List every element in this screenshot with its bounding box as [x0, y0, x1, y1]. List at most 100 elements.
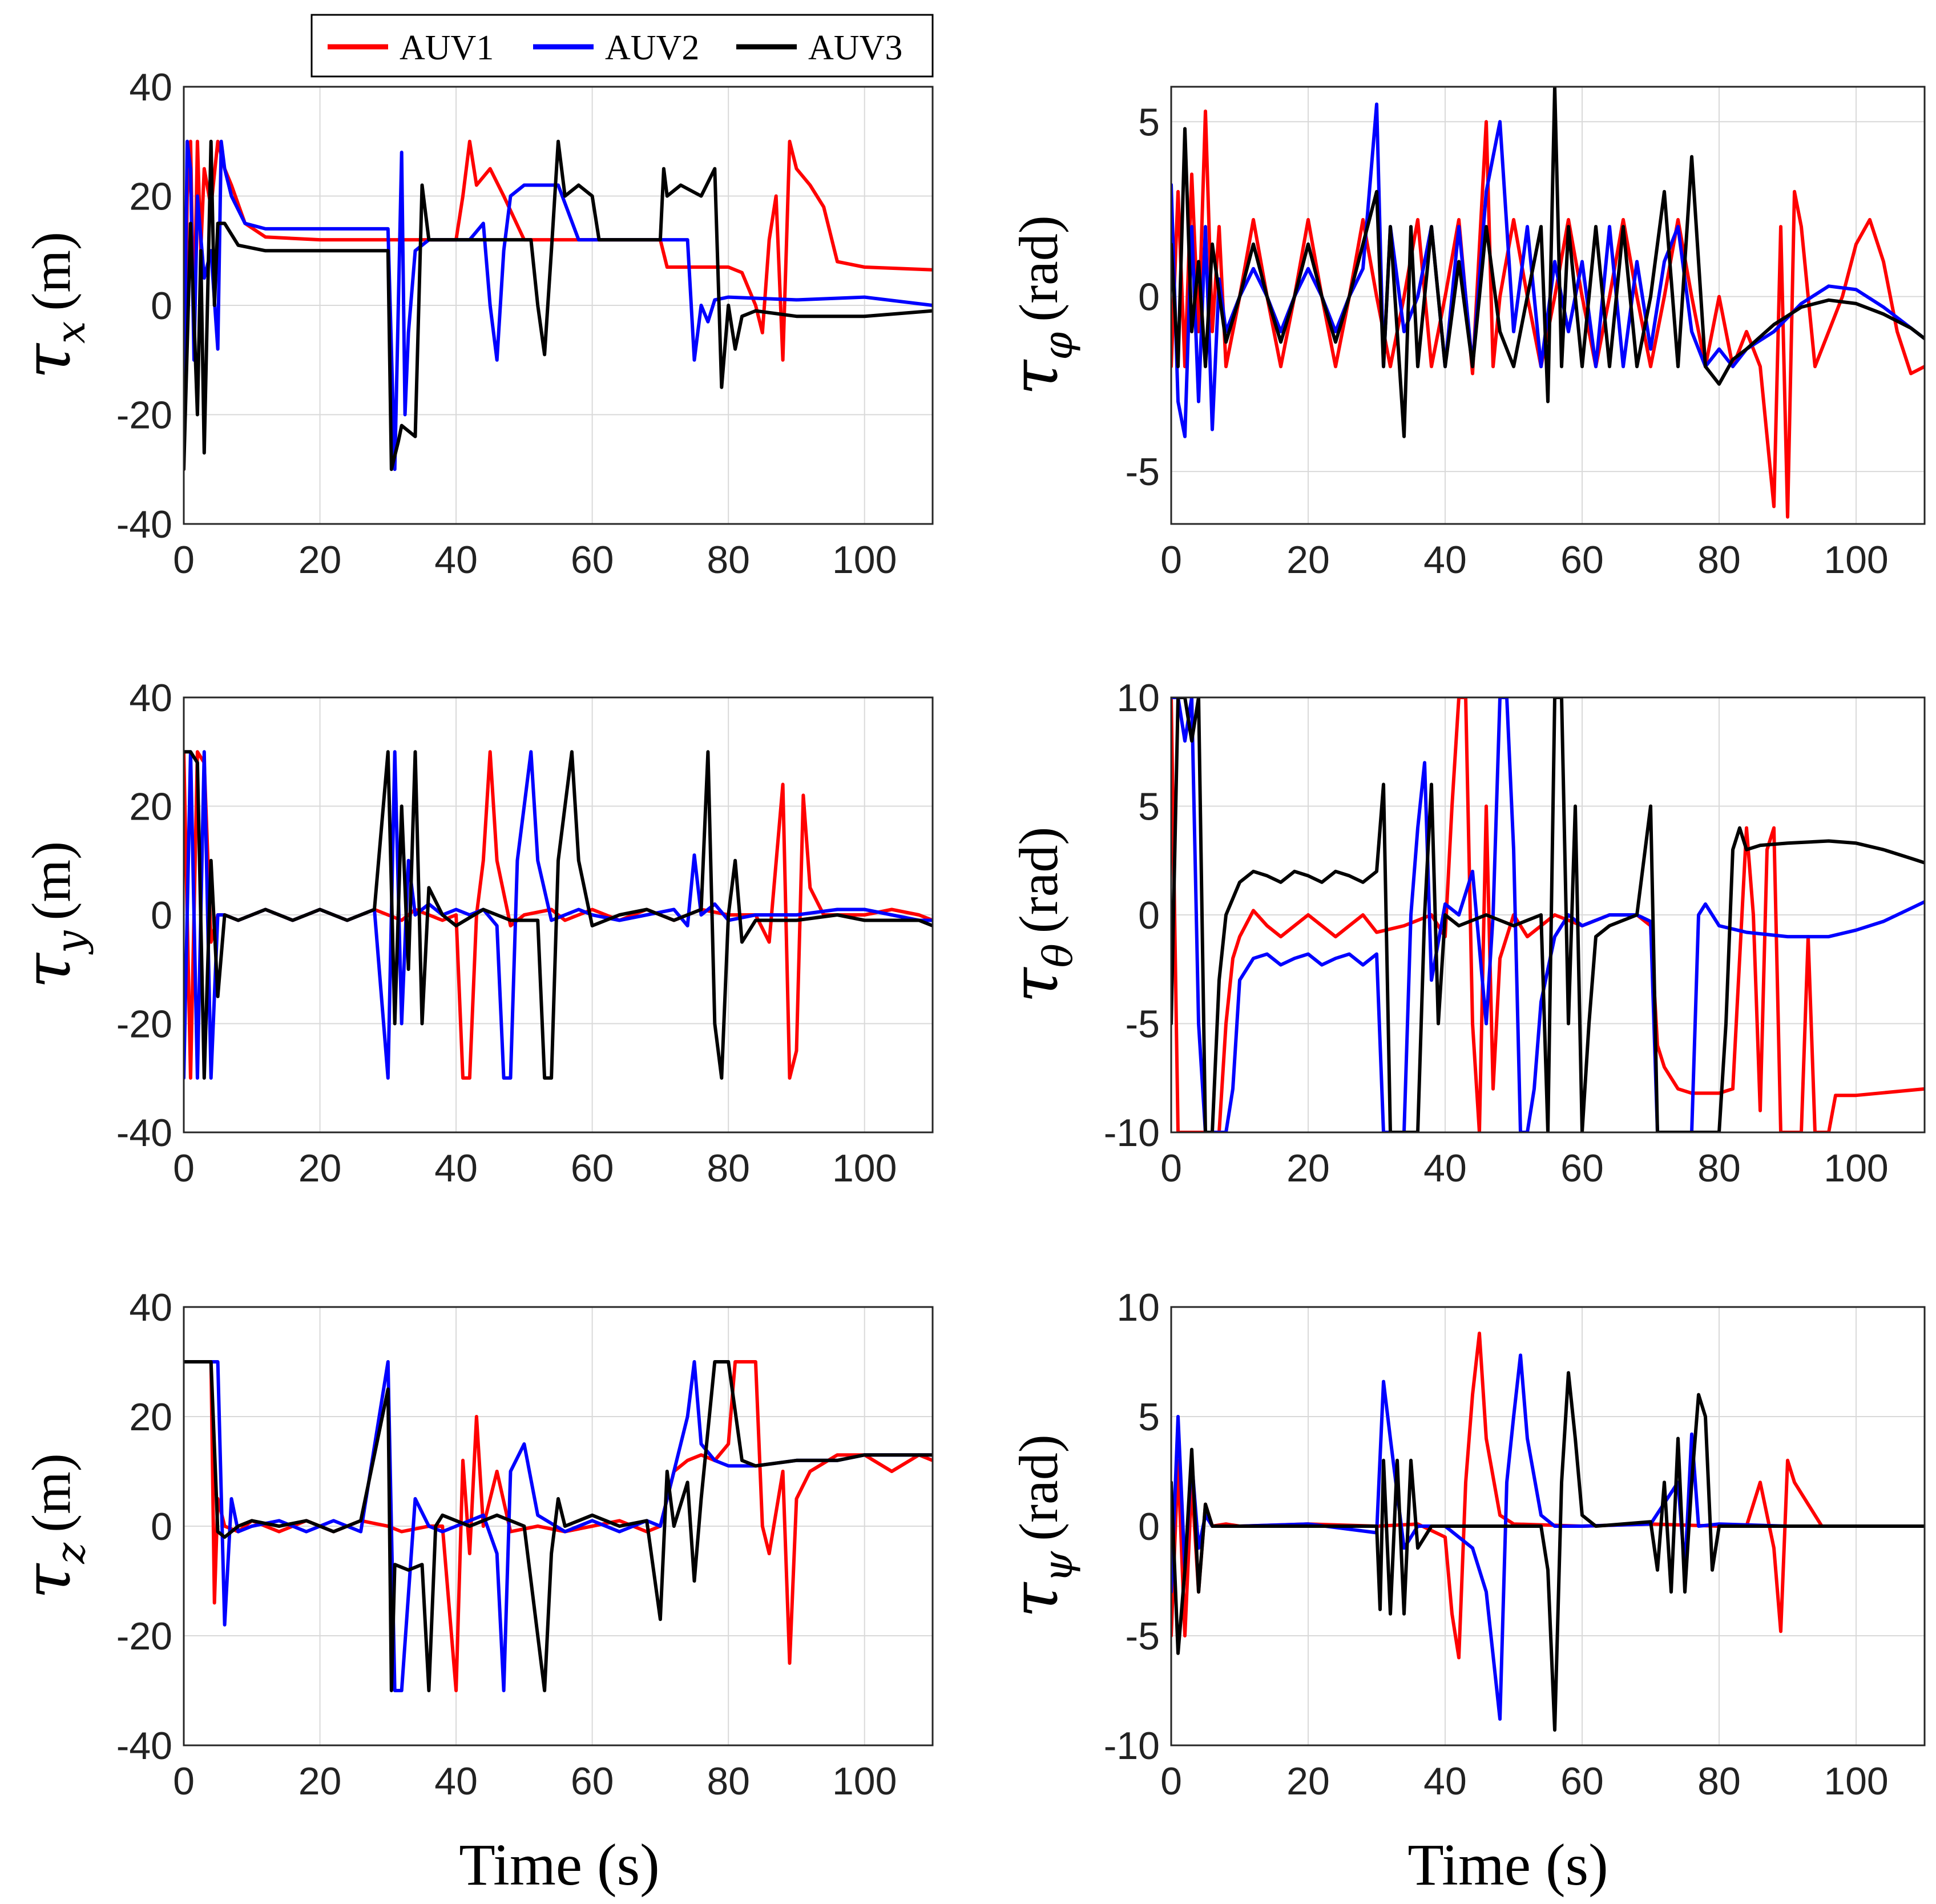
- ylabel-symbol: τ: [11, 1563, 85, 1599]
- x-tick-label: 40: [434, 1147, 478, 1190]
- series-group: [184, 750, 933, 1080]
- x-tick-label: 60: [1560, 538, 1604, 582]
- y-tick-label: 5: [1138, 100, 1160, 144]
- plot-frame: [1170, 86, 1926, 525]
- ylabel-subscript: y: [47, 930, 94, 955]
- ylabel-symbol: τ: [998, 966, 1072, 1003]
- y-tick-label: -20: [116, 1003, 172, 1046]
- y-tick-label: -10: [1104, 1724, 1160, 1768]
- y-tick-label: -10: [1104, 1111, 1160, 1155]
- x-tick-label: 100: [832, 538, 897, 582]
- y-tick-label: 40: [129, 1286, 172, 1329]
- x-tick-label: 100: [832, 1147, 897, 1190]
- series-line-auv3: [184, 750, 933, 1080]
- x-tick-label: 80: [707, 1147, 750, 1190]
- legend-label-auv2: AUV2: [605, 29, 699, 67]
- y-tick-label: -5: [1126, 1003, 1160, 1046]
- y-tick-label: -5: [1126, 1615, 1160, 1658]
- x-tick-label: 20: [1286, 538, 1330, 582]
- x-tick-label: 60: [571, 1760, 614, 1803]
- series-line-auv3: [1171, 1371, 1925, 1732]
- panel-tau-x: 0 20 40 60 80 100 -40 -20 0 20 40 τx (m): [11, 66, 934, 582]
- ylabel-subscript: z: [47, 1542, 94, 1564]
- x-tick-label: 60: [571, 1147, 614, 1190]
- ylabel-unit: (m): [21, 232, 82, 311]
- x-tick-label: 80: [1697, 538, 1741, 582]
- series-line-auv3: [1171, 87, 1925, 438]
- ylabel: τx (m): [11, 232, 94, 379]
- y-tick-label: 20: [129, 1395, 172, 1439]
- x-tick-label: 0: [1160, 538, 1182, 582]
- x-tick-label: 40: [1423, 1147, 1467, 1190]
- y-tick-label: -20: [116, 1615, 172, 1658]
- x-tick-label: 40: [1423, 538, 1467, 582]
- series-group: [184, 139, 933, 471]
- y-tick-label: 0: [151, 894, 172, 937]
- x-tick-label: 60: [1560, 1760, 1604, 1803]
- legend: AUV1 AUV2 AUV3: [310, 14, 934, 78]
- series-group: [1171, 697, 1925, 1132]
- xlabel-right: Time (s): [1407, 1832, 1608, 1898]
- y-tick-label: 40: [129, 676, 172, 720]
- x-tick-label: 20: [299, 1760, 342, 1803]
- ylabel-subscript: ψ: [1035, 1551, 1082, 1583]
- plot-frame: [1170, 696, 1926, 1133]
- y-tick-label: -40: [116, 1724, 172, 1768]
- x-tick-label: 100: [1824, 538, 1888, 582]
- ylabel-subscript: φ: [1035, 332, 1082, 360]
- x-tick-label: 20: [299, 538, 342, 582]
- ylabel-symbol: τ: [998, 1582, 1072, 1618]
- y-tick-label: -5: [1126, 450, 1160, 494]
- series-line-auv3: [1171, 697, 1925, 1132]
- plot-frame: [183, 1306, 934, 1746]
- series-line-auv2: [184, 1360, 933, 1692]
- series-line-auv3: [184, 139, 933, 471]
- ylabel-subscript: θ: [1035, 943, 1082, 967]
- series-group: [1171, 1332, 1925, 1732]
- x-tick-label: 100: [832, 1760, 897, 1803]
- series-group: [184, 1360, 933, 1692]
- ylabel-unit: (rad): [1008, 215, 1069, 322]
- x-tick-label: 60: [571, 538, 614, 582]
- x-tick-label: 40: [434, 1760, 478, 1803]
- x-tick-label: 0: [1160, 1147, 1182, 1190]
- y-tick-label: 0: [1138, 1505, 1160, 1548]
- x-tick-label: 40: [434, 538, 478, 582]
- series-line-auv3: [184, 1360, 933, 1692]
- y-tick-label: 0: [151, 284, 172, 328]
- y-tick-label: 10: [1116, 676, 1160, 720]
- y-tick-label: 20: [129, 175, 172, 219]
- ylabel: τy (m): [11, 841, 94, 989]
- ylabel-symbol: τ: [11, 952, 85, 989]
- x-tick-label: 20: [1286, 1760, 1330, 1803]
- panel-tau-y: 0 20 40 60 80 100 -40 -20 0 20 40 τy (m): [11, 676, 934, 1190]
- y-tick-label: 20: [129, 785, 172, 829]
- ylabel: τz (m): [11, 1453, 94, 1599]
- panel-tau-z: 0 20 40 60 80 100 -40 -20 0 20 40 τz (m): [11, 1286, 934, 1803]
- y-tick-label: -40: [116, 1111, 172, 1155]
- series-line-auv2: [1171, 697, 1925, 1132]
- x-tick-label: 0: [173, 1147, 195, 1190]
- y-tick-label: 10: [1116, 1286, 1160, 1329]
- xlabel-left: Time (s): [459, 1832, 660, 1898]
- x-tick-label: 100: [1824, 1760, 1888, 1803]
- y-tick-label: -20: [116, 394, 172, 437]
- legend-box: [310, 14, 934, 78]
- ylabel-unit: (m): [21, 841, 82, 921]
- x-tick-label: 0: [173, 1760, 195, 1803]
- ylabel-unit: (rad): [1008, 1434, 1069, 1541]
- x-tick-label: 80: [1697, 1147, 1741, 1190]
- plot-frame: [183, 86, 934, 525]
- y-tick-label: 5: [1138, 785, 1160, 829]
- plot-frame: [183, 696, 934, 1133]
- y-tick-label: 0: [151, 1505, 172, 1548]
- panel-tau-psi: 0 20 40 60 80 100 -10 -5 0 5 10 τψ (rad): [998, 1286, 1926, 1803]
- x-tick-label: 0: [173, 538, 195, 582]
- x-tick-label: 40: [1423, 1760, 1467, 1803]
- x-tick-label: 80: [707, 1760, 750, 1803]
- panel-tau-theta: 0 20 40 60 80 100 -10 -5 0 5 10 τθ (rad): [998, 676, 1926, 1190]
- legend-label-auv1: AUV1: [400, 29, 494, 67]
- x-tick-label: 100: [1824, 1147, 1888, 1190]
